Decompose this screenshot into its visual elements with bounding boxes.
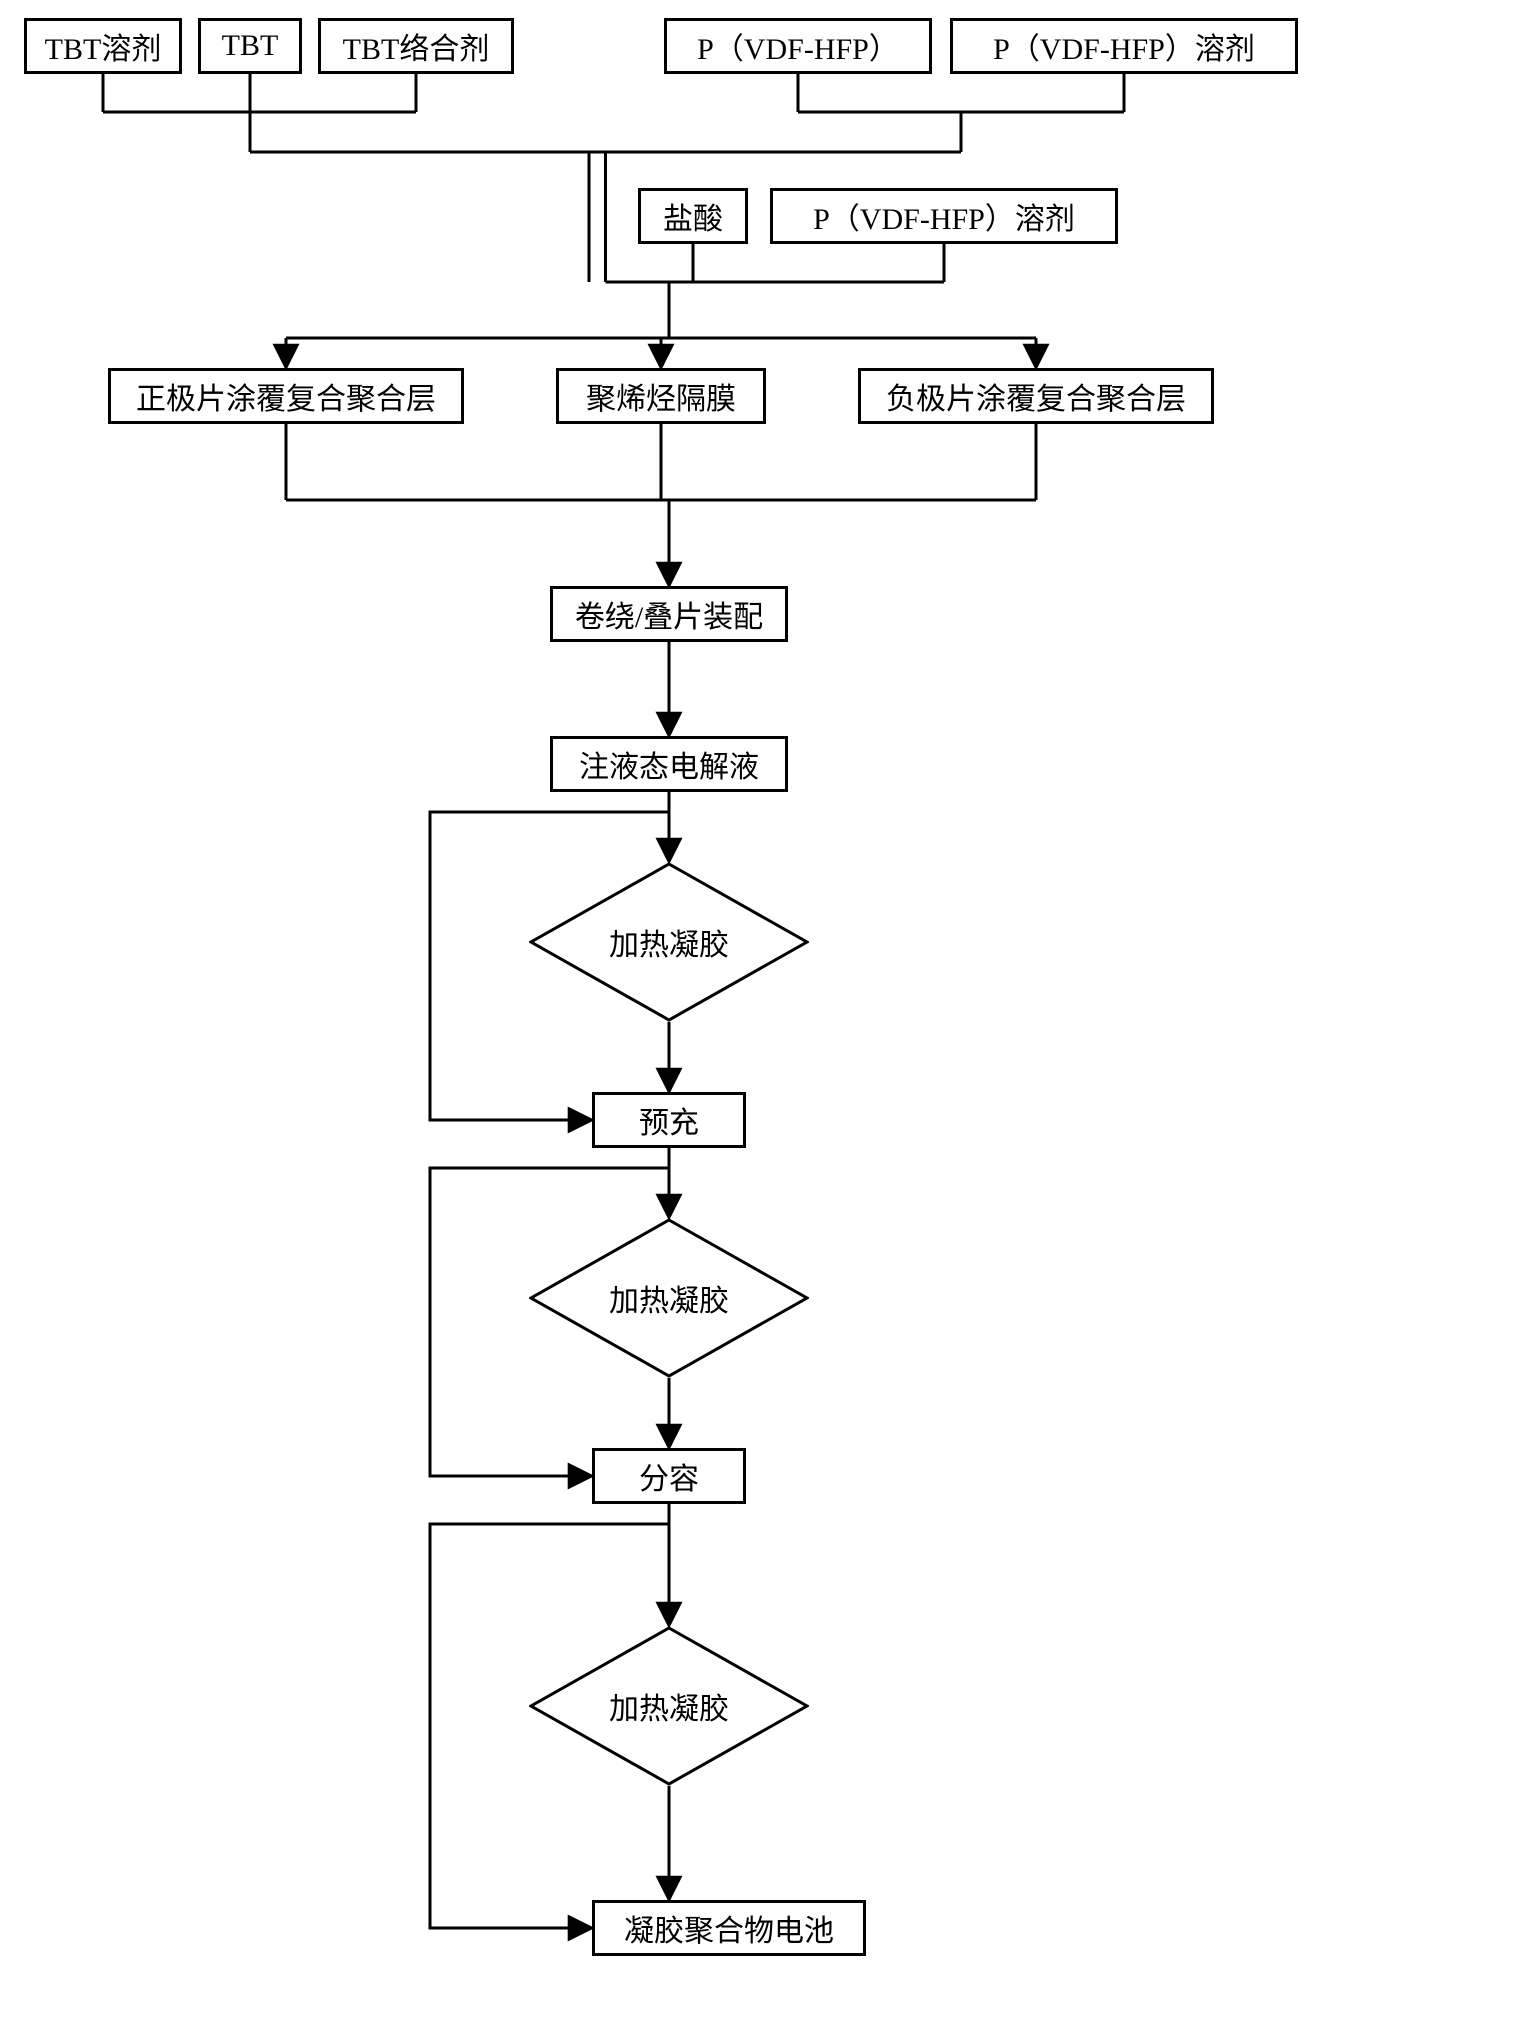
d2: 加热凝胶 bbox=[529, 1218, 809, 1378]
d1: 加热凝胶 bbox=[529, 862, 809, 1022]
n_tbt_solvent: TBT溶剂 bbox=[24, 18, 182, 74]
n_hcl: 盐酸 bbox=[638, 188, 748, 244]
n_tbt: TBT bbox=[198, 18, 302, 74]
n_final: 凝胶聚合物电池 bbox=[592, 1900, 866, 1956]
n_inject: 注液态电解液 bbox=[550, 736, 788, 792]
n_sort: 分容 bbox=[592, 1448, 746, 1504]
n_precharge: 预充 bbox=[592, 1092, 746, 1148]
n_pvdf_solv2: P（VDF-HFP）溶剂 bbox=[770, 188, 1118, 244]
n_sep: 聚烯烃隔膜 bbox=[556, 368, 766, 424]
n_pvdf_solv1: P（VDF-HFP）溶剂 bbox=[950, 18, 1298, 74]
d3: 加热凝胶 bbox=[529, 1626, 809, 1786]
n_neg: 负极片涂覆复合聚合层 bbox=[858, 368, 1214, 424]
n_pos: 正极片涂覆复合聚合层 bbox=[108, 368, 464, 424]
n_tbt_complex: TBT络合剂 bbox=[318, 18, 514, 74]
n_wind: 卷绕/叠片装配 bbox=[550, 586, 788, 642]
n_pvdf: P（VDF-HFP） bbox=[664, 18, 932, 74]
